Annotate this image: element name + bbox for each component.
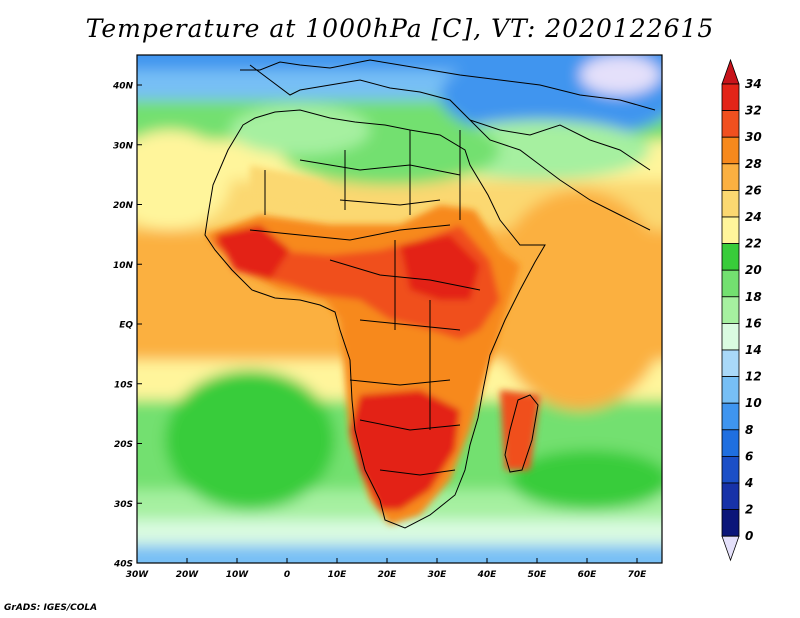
lon-label: 10E <box>328 570 348 580</box>
colorbar-label: 4 <box>744 476 753 490</box>
colorbar-swatch <box>721 429 740 457</box>
colorbar-swatch <box>721 349 740 378</box>
colorbar-under-triangle <box>721 535 740 562</box>
lon-label: 70E <box>628 570 648 580</box>
plot-frame <box>136 54 663 564</box>
colorbar-swatch <box>721 216 740 245</box>
colorbar-label: 8 <box>745 423 753 437</box>
colorbar-label: 12 <box>745 370 762 384</box>
colorbar-swatch <box>721 269 740 298</box>
colorbar-swatch <box>721 110 740 138</box>
colorbar-label: 6 <box>745 449 753 463</box>
colorbar-label: 34 <box>745 77 762 91</box>
colorbar-swatch <box>721 455 740 484</box>
credit-text: GrADS: IGES/COLA <box>4 603 98 613</box>
colorbar-swatch <box>721 189 740 218</box>
lon-label: 40E <box>477 570 498 580</box>
colorbar-swatch <box>721 163 740 191</box>
colorbar-swatch <box>721 509 740 537</box>
lat-label: 40N <box>112 82 134 92</box>
lat-label: EQ <box>119 321 133 331</box>
colorbar-swatch <box>721 243 740 271</box>
colorbar-swatch <box>721 482 740 511</box>
lat-label: 30N <box>113 141 134 151</box>
colorbar-label: 2 <box>745 503 753 517</box>
colorbar-over-triangle <box>721 58 740 85</box>
lon-label: 20W <box>176 570 200 580</box>
colorbar-label: 26 <box>745 183 762 197</box>
colorbar-label: 32 <box>745 104 762 118</box>
colorbar-label: 28 <box>745 157 762 171</box>
colorbar-swatch <box>721 402 740 431</box>
latitude-axis: 40N 30N 20N 10N EQ 10S 20S 30S 40S <box>112 82 142 570</box>
colorbar-label: 22 <box>745 237 762 251</box>
colorbar-label: 20 <box>745 263 762 277</box>
colorbar-label: 0 <box>745 529 753 543</box>
lon-label: 30W <box>126 570 150 580</box>
lon-label: 60E <box>578 570 598 580</box>
colorbar-label: 30 <box>745 130 762 144</box>
colorbar-label: 10 <box>745 396 762 410</box>
lat-label: 20S <box>114 440 133 450</box>
lon-label: 30E <box>428 570 448 580</box>
colorbar-swatch <box>721 136 740 165</box>
lon-label: 50E <box>528 570 548 580</box>
lon-label: 10W <box>226 570 250 580</box>
lat-label: 20N <box>113 201 134 211</box>
colorbar-label: 14 <box>745 343 762 357</box>
colorbar-label: 18 <box>745 290 762 304</box>
lon-label: 0 <box>284 570 290 580</box>
colorbar-label: 16 <box>745 316 762 330</box>
lat-label: 10N <box>113 261 134 271</box>
colorbar-swatch <box>721 296 740 324</box>
lat-label: 40S <box>113 560 133 570</box>
chart-title: Temperature at 1000hPa [C], VT: 20201226… <box>85 14 715 43</box>
colorbar-swatch <box>721 83 740 112</box>
colorbar-label: 24 <box>745 210 762 224</box>
longitude-axis: 30W 20W 10W 0 10E 20E 30E 40E 50E 60E 70E <box>126 558 647 580</box>
lat-label: 10S <box>114 380 133 390</box>
colorbar-swatch <box>721 322 740 351</box>
lat-label: 30S <box>114 500 133 510</box>
colorbar-swatch <box>721 376 740 404</box>
lon-label: 20E <box>378 570 398 580</box>
coastlines <box>204 59 656 529</box>
